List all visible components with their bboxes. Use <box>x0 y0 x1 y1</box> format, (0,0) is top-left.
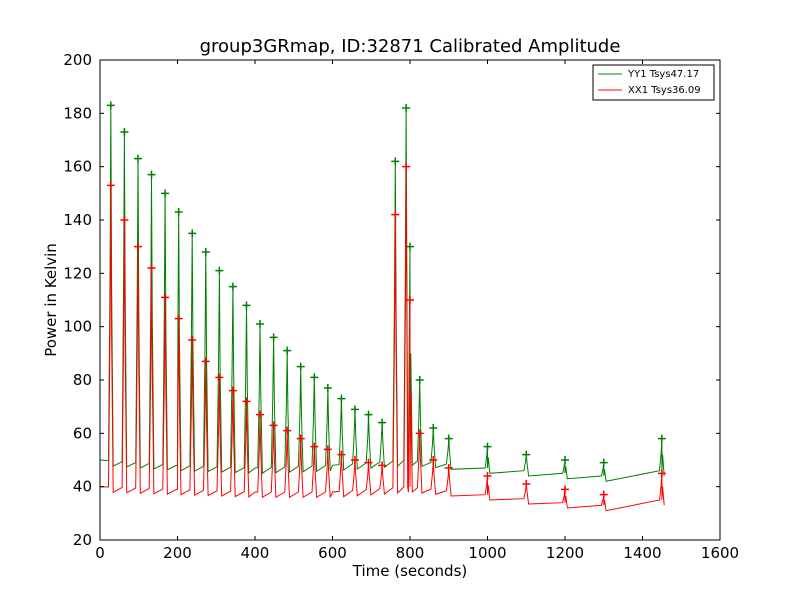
data-point-marker <box>599 458 608 467</box>
data-point-marker <box>174 314 183 323</box>
data-point-marker <box>188 229 197 238</box>
data-point-marker <box>415 376 424 384</box>
data-point-marker <box>364 410 373 419</box>
data-point-marker <box>483 472 492 480</box>
data-point-marker <box>406 296 414 304</box>
y-tick-label: 80 <box>73 371 92 389</box>
chart-title: group3GRmap, ID:32871 Calibrated Amplitu… <box>200 36 621 57</box>
data-point-marker <box>402 162 411 171</box>
x-axis-label: Time (seconds) <box>352 562 468 580</box>
data-point-marker <box>444 464 453 472</box>
data-point-marker <box>147 264 156 272</box>
data-point-marker <box>429 456 438 464</box>
data-point-marker <box>378 418 387 427</box>
data-point-marker <box>296 434 305 443</box>
data-point-marker <box>522 480 531 488</box>
data-point-marker <box>406 242 414 251</box>
data-point-marker <box>161 189 170 198</box>
data-point-marker <box>415 429 424 438</box>
x-tick-label: 1400 <box>623 544 661 562</box>
data-point-marker <box>283 346 292 355</box>
x-tick-label: 0 <box>95 544 105 562</box>
data-point-marker <box>256 410 265 419</box>
x-tick-label: 1000 <box>468 544 506 562</box>
data-point-marker <box>283 426 292 435</box>
data-point-marker <box>161 293 170 302</box>
data-point-marker <box>391 210 400 219</box>
y-axis-label: Power in Kelvin <box>42 243 60 357</box>
data-point-marker <box>402 104 411 112</box>
data-point-marker <box>323 445 332 454</box>
x-tick-label: 400 <box>241 544 270 562</box>
data-point-marker <box>242 301 251 310</box>
series-line <box>99 105 665 482</box>
data-point-marker <box>599 490 608 499</box>
y-tick-label: 160 <box>63 158 92 176</box>
data-point-marker <box>483 442 492 451</box>
data-point-marker <box>106 181 115 190</box>
y-tick-label: 60 <box>73 424 92 442</box>
data-point-marker <box>657 469 666 478</box>
legend-label-yy1: YY1 Tsys47.17 <box>627 69 699 80</box>
data-point-marker <box>120 128 129 136</box>
data-point-marker <box>561 456 569 464</box>
series-layer <box>99 101 666 512</box>
data-point-marker <box>522 450 531 459</box>
data-point-marker <box>364 458 373 467</box>
data-point-marker <box>310 373 319 382</box>
data-point-marker <box>133 242 142 251</box>
data-point-marker <box>106 101 115 110</box>
data-point-marker <box>215 266 224 275</box>
data-point-marker <box>269 333 278 342</box>
data-point-marker <box>337 394 346 403</box>
x-tick-label: 600 <box>318 544 347 562</box>
data-point-marker <box>201 357 210 366</box>
y-tick-label: 140 <box>63 211 92 229</box>
data-point-marker <box>350 456 359 464</box>
y-tick-label: 180 <box>63 104 92 122</box>
y-tick-label: 200 <box>63 51 92 69</box>
y-tick-label: 20 <box>73 531 92 549</box>
x-tick-label: 200 <box>163 544 192 562</box>
x-tick-label: 800 <box>396 544 425 562</box>
x-tick-label: 1200 <box>546 544 584 562</box>
x-tick-label: 1600 <box>701 544 739 562</box>
data-point-marker <box>429 424 438 432</box>
plot-frame <box>99 59 721 541</box>
data-point-marker <box>350 405 359 414</box>
y-tick-label: 40 <box>73 478 92 496</box>
data-point-marker <box>310 442 319 451</box>
data-point-marker <box>269 421 278 430</box>
data-point-marker <box>228 386 237 395</box>
series-line <box>99 166 665 512</box>
legend-label-xx1: XX1 Tsys36.09 <box>628 85 701 96</box>
data-point-marker <box>201 248 210 256</box>
data-point-marker <box>228 282 237 291</box>
data-point-marker <box>323 384 332 392</box>
data-point-marker <box>378 461 387 470</box>
legend-box <box>592 64 715 101</box>
data-point-marker <box>337 450 346 459</box>
data-point-marker <box>561 485 569 494</box>
data-point-marker <box>147 170 156 179</box>
data-point-marker <box>296 362 305 371</box>
series-0 <box>99 101 666 482</box>
data-point-marker <box>444 434 453 443</box>
data-point-marker <box>133 154 142 163</box>
data-point-marker <box>256 320 265 328</box>
y-tick-label: 100 <box>63 318 92 336</box>
data-point-marker <box>120 216 129 224</box>
data-point-marker <box>215 373 224 382</box>
data-point-marker <box>188 336 197 344</box>
data-point-marker <box>174 208 183 216</box>
data-point-marker <box>242 397 251 406</box>
ticks-layer: 0 200 400 600 800 1000 1200 1400 1600 20 40 60 80 100… <box>63 51 739 562</box>
data-point-marker <box>657 434 666 443</box>
series-1 <box>99 162 666 512</box>
y-tick-label: 120 <box>63 264 92 282</box>
legend: YY1 Tsys47.17 XX1 Tsys36.09 <box>592 64 715 101</box>
data-point-marker <box>391 157 400 166</box>
